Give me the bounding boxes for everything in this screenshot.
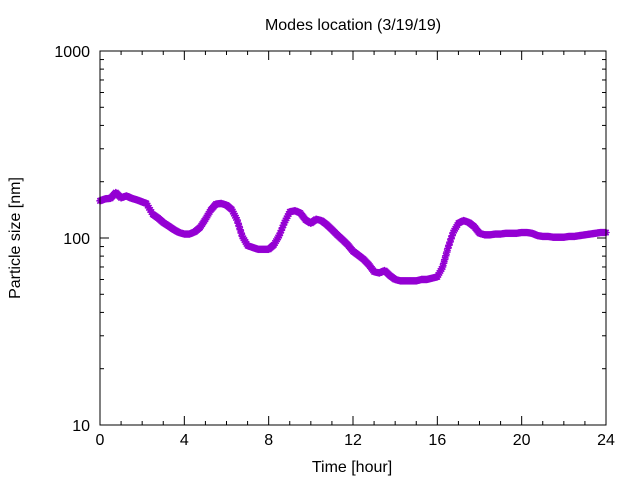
data-markers <box>96 188 610 285</box>
x-tick-label: 24 <box>597 432 615 449</box>
data-point-interp <box>278 223 287 232</box>
x-tick-label: 0 <box>96 432 105 449</box>
x-tick-label: 4 <box>180 432 189 449</box>
axes: 0 4 8 12 16 20 24 10 100 1000 <box>54 44 615 449</box>
x-tick-label: 12 <box>344 432 362 449</box>
data-point-interp <box>277 226 286 235</box>
x-tick-label: 20 <box>513 432 531 449</box>
y-tick-label: 100 <box>63 231 90 248</box>
y-tick-label: 1000 <box>54 44 90 61</box>
y-tick-label: 10 <box>72 418 90 435</box>
plot-frame <box>99 50 607 426</box>
y-axis-label: Particle size [nm] <box>7 177 24 299</box>
x-axis-label: Time [hour] <box>312 459 392 476</box>
chart-title: Modes location (3/19/19) <box>265 17 441 34</box>
x-tick-label: 16 <box>428 432 446 449</box>
x-tick-label: 8 <box>264 432 273 449</box>
